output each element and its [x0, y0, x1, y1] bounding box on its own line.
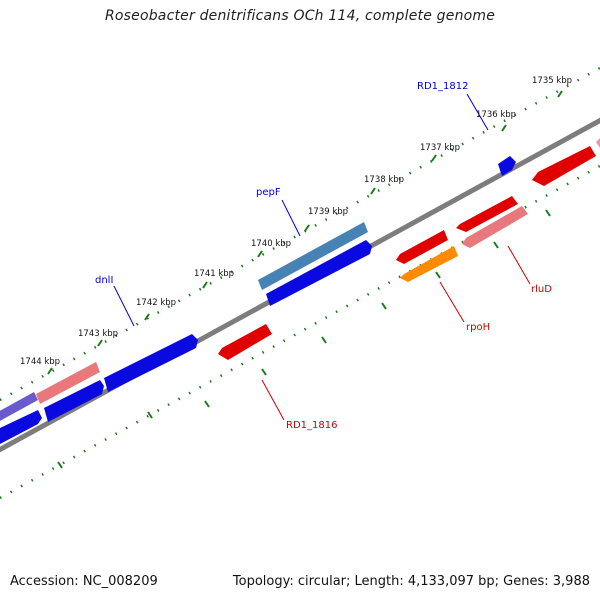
- gene-arrow-pepF: [258, 222, 368, 290]
- kbp-label-1736: 1736 kbp: [476, 110, 516, 120]
- gene-labels: RD1_1812 pepF dnlI rluD rpoH RD1_1816: [95, 81, 552, 431]
- inner-major-ticks: [57, 209, 551, 469]
- gene-arrow-purple: [0, 392, 38, 421]
- kbp-label-1741: 1741 kbp: [194, 269, 234, 279]
- kbp-label-1742: 1742 kbp: [136, 298, 176, 308]
- gene-arrow-RD1_1812: [498, 156, 516, 176]
- label-leaders: [113, 93, 531, 421]
- gene-label-RD1_1816: RD1_1816: [286, 420, 337, 431]
- kbp-labels: 1735 kbp 1736 kbp 1737 kbp 1738 kbp 1739…: [20, 76, 572, 367]
- gene-arrow-blue-4: [44, 380, 104, 422]
- gene-arrow-red-2: [456, 196, 518, 232]
- gene-arrow-red-1: [396, 230, 448, 264]
- map-title: Roseobacter denitrificans OCh 114, compl…: [104, 8, 496, 24]
- gene-arrow-red-3: [532, 146, 596, 186]
- reverse-genes: [218, 146, 596, 360]
- kbp-label-1744: 1744 kbp: [20, 357, 60, 367]
- gene-label-rluD: rluD: [531, 284, 552, 295]
- kbp-label-1739: 1739 kbp: [308, 207, 348, 217]
- footer-info: Topology: circular; Length: 4,133,097 bp…: [232, 574, 590, 589]
- gene-arrow-RD1_1816: [218, 324, 272, 360]
- forward-genes-lower: [0, 380, 104, 444]
- kbp-label-1740: 1740 kbp: [251, 239, 291, 249]
- forward-genes: [0, 138, 600, 421]
- gene-arrow-blue-3: [0, 410, 42, 444]
- gene-label-pepF: pepF: [256, 187, 281, 198]
- kbp-label-1743: 1743 kbp: [78, 329, 118, 339]
- gene-arrow-rpoH: [400, 246, 458, 282]
- gene-arrow-rluD: [462, 206, 528, 248]
- outer-major-ticks: [47, 90, 563, 375]
- kbp-label-1735: 1735 kbp: [532, 76, 572, 86]
- gene-label-RD1_1812: RD1_1812: [417, 81, 468, 92]
- kbp-label-1738: 1738 kbp: [364, 175, 404, 185]
- footer-accession: Accession: NC_008209: [10, 574, 158, 589]
- gene-arrow-dnlI: [104, 334, 198, 392]
- gene-arrow-pink-1: [36, 362, 100, 404]
- gene-label-dnlI: dnlI: [95, 275, 113, 286]
- gene-arrow-pink-edge: [596, 138, 600, 148]
- kbp-label-1737: 1737 kbp: [420, 143, 460, 153]
- gene-label-rpoH: rpoH: [466, 322, 490, 333]
- gene-arrow-blue-2: [266, 240, 372, 306]
